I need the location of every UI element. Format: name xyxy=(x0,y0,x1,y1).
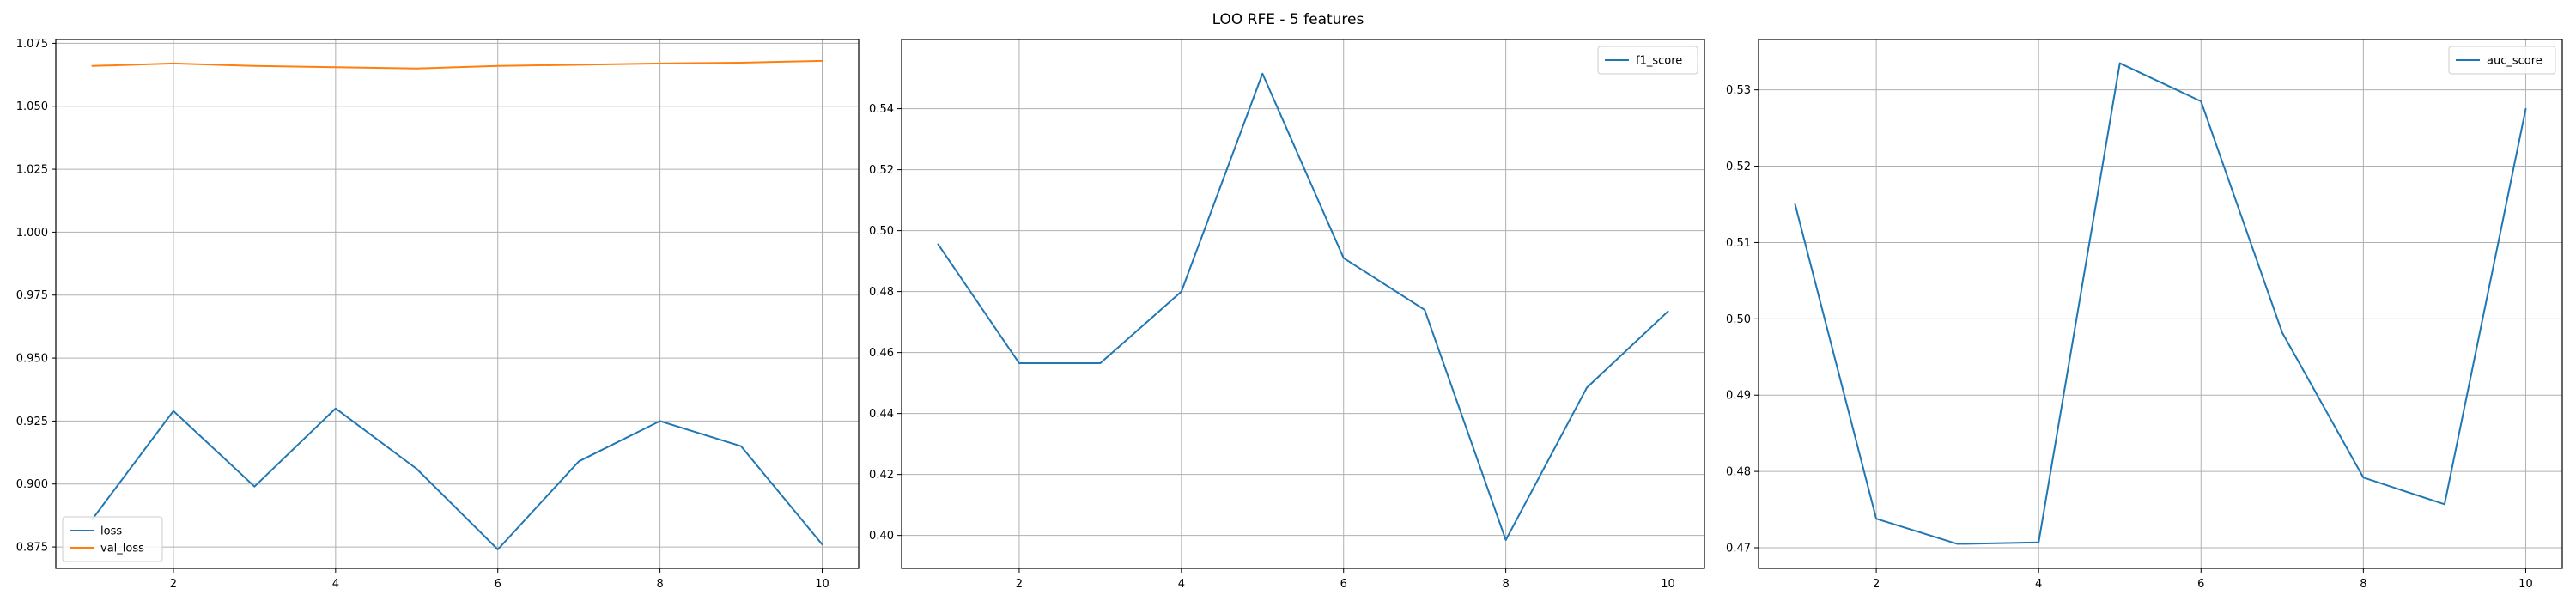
x-tick-label: 10 xyxy=(1661,578,1675,591)
y-tick-label: 0.50 xyxy=(869,225,894,238)
legend: auc_score xyxy=(2448,46,2556,75)
y-tick-label: 0.875 xyxy=(16,542,48,555)
series-line-f1-score xyxy=(937,72,1669,541)
figure-suptitle: LOO RFE - 5 features xyxy=(1212,11,1364,28)
legend-box xyxy=(1597,46,1698,75)
x-tick-label: 10 xyxy=(2518,578,2533,591)
x-tick-label: 8 xyxy=(2360,578,2366,591)
x-tick-label: 6 xyxy=(2197,578,2204,591)
y-tick-label: 0.950 xyxy=(16,353,48,366)
legend-box xyxy=(62,516,163,562)
y-tick-label: 0.49 xyxy=(1726,390,1751,403)
series-line-loss xyxy=(91,407,823,550)
y-tick-label: 0.52 xyxy=(869,164,894,177)
y-tick-label: 0.46 xyxy=(869,347,894,360)
x-tick-label: 6 xyxy=(495,578,501,591)
axes-frame xyxy=(1758,39,2563,569)
legend-label: loss xyxy=(100,525,122,538)
y-tick-label: 0.47 xyxy=(1726,543,1751,555)
y-tick-label: 0.48 xyxy=(869,286,894,299)
y-tick-label: 0.44 xyxy=(869,408,894,421)
legend: f1_score xyxy=(1597,46,1698,75)
y-tick-label: 1.025 xyxy=(16,164,48,177)
y-tick-label: 0.900 xyxy=(16,478,48,491)
x-tick-label: 10 xyxy=(815,578,829,591)
series-line-val-loss xyxy=(91,59,823,70)
subplot-loss: 2 4 6 8 10 0.875 0.900 0.925 0.950 0.975 1.000 1.02… xyxy=(16,38,860,591)
x-tick-label: 2 xyxy=(170,578,177,591)
series-line-auc-score xyxy=(1794,62,2527,545)
legend: loss val_loss xyxy=(62,516,163,562)
x-tick-label: 4 xyxy=(2035,578,2042,591)
x-tick-label: 8 xyxy=(656,578,663,591)
legend-box xyxy=(2448,46,2556,75)
x-tick-label: 8 xyxy=(1502,578,1509,591)
y-tick-label: 0.42 xyxy=(869,469,894,482)
y-tick-label: 1.075 xyxy=(16,38,48,51)
subplot-auc-score: 2 4 6 8 10 0.47 0.48 0.49 0.50 0.51 0.52 0.53 auc_sc… xyxy=(1726,39,2563,591)
subplot-f1-score: 2 4 6 8 10 0.40 0.42 0.44 0.46 0.48 0.50 0.52 0.54 f1… xyxy=(869,39,1705,591)
x-tick-label: 2 xyxy=(1016,578,1023,591)
legend-label: auc_score xyxy=(2487,55,2543,68)
x-tick-label: 6 xyxy=(1340,578,1347,591)
legend-label: val_loss xyxy=(100,543,144,555)
axes-frame xyxy=(901,39,1705,569)
y-tick-label: 0.925 xyxy=(16,416,48,428)
y-tick-label: 1.000 xyxy=(16,227,48,240)
axes-frame xyxy=(55,39,860,569)
y-tick-label: 0.53 xyxy=(1726,84,1751,97)
y-tick-label: 0.50 xyxy=(1726,313,1751,326)
y-tick-label: 0.54 xyxy=(869,103,894,116)
y-tick-label: 0.975 xyxy=(16,289,48,302)
y-tick-label: 1.050 xyxy=(16,100,48,113)
y-tick-label: 0.51 xyxy=(1726,237,1751,250)
x-tick-label: 4 xyxy=(1178,578,1185,591)
x-tick-label: 4 xyxy=(332,578,339,591)
x-tick-label: 2 xyxy=(1873,578,1880,591)
y-tick-label: 0.40 xyxy=(869,530,894,543)
legend-label: f1_score xyxy=(1636,55,1682,68)
y-tick-label: 0.52 xyxy=(1726,161,1751,173)
y-tick-label: 0.48 xyxy=(1726,466,1751,479)
